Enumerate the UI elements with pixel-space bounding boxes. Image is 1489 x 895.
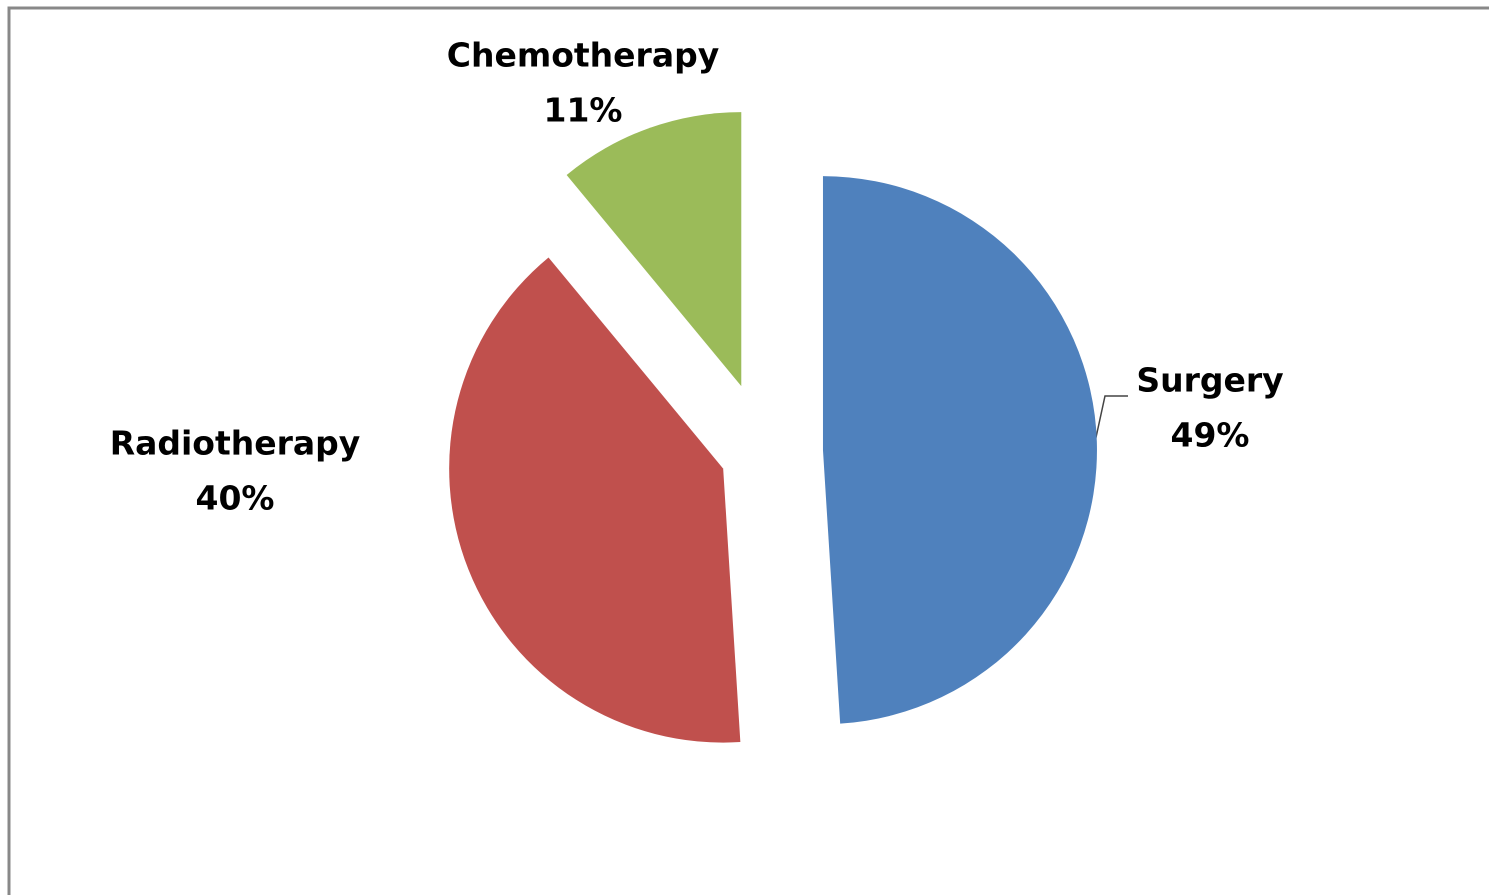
- slice-label: Chemotherapy: [447, 36, 719, 75]
- pie-slice: [822, 176, 1097, 724]
- chart-frame: [7, 6, 1489, 895]
- slice-label: Radiotherapy: [110, 424, 361, 463]
- leader-line: [1094, 395, 1128, 443]
- slice-value-label: 11%: [544, 91, 623, 130]
- slice-label: Surgery: [1136, 361, 1283, 400]
- slice-value-label: 40%: [196, 479, 275, 518]
- slice-value-label: 49%: [1171, 416, 1250, 455]
- pie-slice: [566, 112, 742, 387]
- pie-slice: [449, 257, 741, 743]
